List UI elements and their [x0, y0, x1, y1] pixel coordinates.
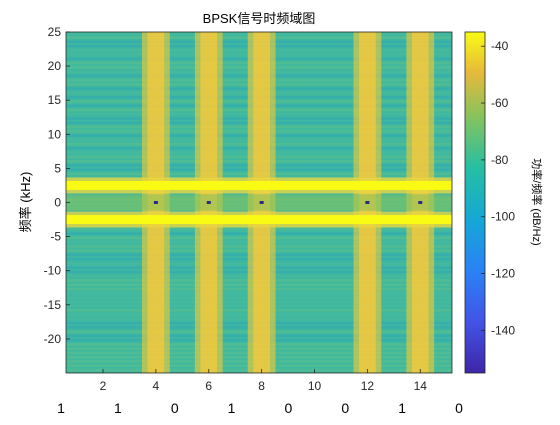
x-tick-label: 12 [361, 379, 375, 393]
x-tick-label: 14 [414, 379, 428, 393]
carrier-band-core [66, 180, 452, 190]
colorbar-tick-label: -60 [491, 96, 509, 110]
colorbar-axis: -140 -120 -100 -80 -60 -40 [481, 39, 515, 337]
y-tick-label: 20 [48, 59, 62, 73]
spectral-null [153, 201, 158, 204]
y-axis-label: 频率 (kHz) [18, 172, 33, 233]
x-tick-label: 6 [205, 379, 212, 393]
colorbar-tick-label: -100 [491, 210, 515, 224]
y-tick-label: -15 [44, 298, 62, 312]
x-tick-label: 10 [308, 379, 322, 393]
bit-sequence: 1 1 0 1 0 0 1 0 [57, 400, 463, 416]
bit-label: 0 [341, 400, 349, 416]
y-tick-label: -10 [44, 264, 62, 278]
center-region [66, 194, 452, 211]
bit-label: 1 [228, 400, 236, 416]
y-tick-label: 25 [48, 25, 62, 39]
colorbar [464, 31, 486, 374]
spectral-null [418, 201, 423, 204]
spectral-null [365, 201, 370, 204]
colorbar-tick-label: -40 [491, 39, 509, 53]
x-tick-label: 8 [258, 379, 265, 393]
spectral-null [259, 201, 264, 204]
y-axis: -20 -15 -10 -5 0 5 10 15 20 25 [44, 25, 70, 346]
x-axis: 2 4 6 8 10 12 14 [100, 369, 428, 393]
y-tick-label: 15 [48, 93, 62, 107]
bit-label: 1 [398, 400, 406, 416]
colorbar-label: 功率/频率 (dB/Hz) [530, 158, 544, 245]
bit-label: 1 [57, 400, 65, 416]
colorbar-tick-label: -140 [491, 323, 515, 337]
bit-label: 0 [455, 400, 463, 416]
x-tick-label: 4 [153, 379, 160, 393]
carrier-band-core [66, 215, 452, 225]
y-tick-label: -20 [44, 332, 62, 346]
spectral-null [206, 201, 211, 204]
y-tick-label: 5 [54, 161, 61, 175]
bit-label: 0 [285, 400, 293, 416]
bit-label: 1 [114, 400, 122, 416]
colorbar-tick-label: -120 [491, 267, 515, 281]
colorbar-tick-label: -80 [491, 153, 509, 167]
y-tick-label: -5 [50, 230, 61, 244]
y-tick-label: 10 [48, 127, 62, 141]
bit-label: 0 [171, 400, 179, 416]
plot-area [66, 32, 452, 373]
chart-title: BPSK信号时频域图 [203, 11, 316, 26]
y-tick-label: 0 [54, 196, 61, 210]
x-tick-label: 2 [100, 379, 107, 393]
